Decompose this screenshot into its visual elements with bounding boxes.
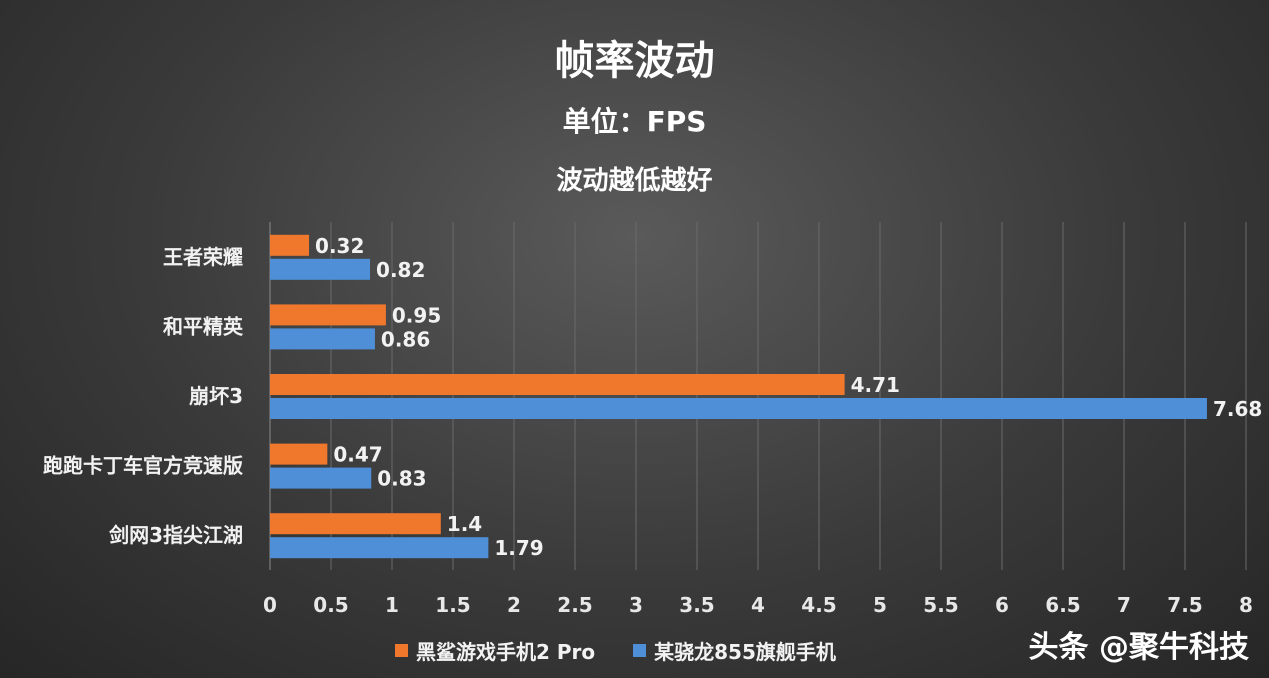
data-label: 0.82 bbox=[376, 258, 425, 282]
category-label: 和平精英 bbox=[163, 314, 244, 338]
legend-item-series-2: 某骁龙855旗舰手机 bbox=[633, 636, 836, 665]
x-tick-label: 3 bbox=[629, 593, 643, 617]
chart-note: 波动越低越好 bbox=[556, 166, 713, 196]
bar bbox=[270, 304, 386, 326]
data-label: 0.83 bbox=[377, 467, 426, 491]
data-label: 4.71 bbox=[851, 373, 900, 397]
x-tick-label: 2.5 bbox=[557, 593, 592, 617]
bar bbox=[270, 467, 372, 489]
legend-swatch-series-1 bbox=[395, 644, 408, 657]
x-tick-label: 8 bbox=[1239, 593, 1253, 617]
x-tick-label: 1 bbox=[385, 593, 399, 617]
bar bbox=[270, 258, 371, 280]
x-tick-label: 7.5 bbox=[1167, 593, 1202, 617]
bar bbox=[270, 234, 310, 256]
x-tick-label: 0 bbox=[263, 593, 277, 617]
bar bbox=[270, 374, 845, 395]
x-tick-label: 5.5 bbox=[923, 593, 958, 617]
category-label: 跑跑卡丁车官方竞速版 bbox=[43, 454, 243, 478]
chart-subtitle: 单位：FPS bbox=[562, 105, 707, 138]
x-tick-label: 6 bbox=[995, 593, 1009, 617]
legend-label-series-2: 某骁龙855旗舰手机 bbox=[654, 640, 836, 664]
legend-label-series-1: 黑鲨游戏手机2 Pro bbox=[416, 640, 596, 664]
category-label: 剑网3指尖江湖 bbox=[108, 523, 243, 547]
x-tick-label: 5 bbox=[873, 593, 887, 617]
data-label: 0.32 bbox=[315, 234, 364, 258]
bar bbox=[270, 328, 375, 350]
legend: 黑鲨游戏手机2 Pro 某骁龙855旗舰手机 bbox=[395, 636, 836, 665]
bar bbox=[270, 537, 489, 559]
category-label: 王者荣耀 bbox=[163, 245, 243, 269]
chart-title: 帧率波动 bbox=[554, 38, 715, 84]
x-tick-label: 3.5 bbox=[679, 593, 714, 617]
x-tick-label: 2 bbox=[507, 593, 521, 617]
bar bbox=[270, 513, 441, 535]
x-tick-label: 4 bbox=[751, 593, 765, 617]
x-tick-label: 4.5 bbox=[801, 593, 836, 617]
watermark: 头条 @聚牛科技 bbox=[1028, 630, 1249, 665]
x-tick-label: 1.5 bbox=[435, 593, 470, 617]
data-label: 0.86 bbox=[381, 327, 430, 351]
bar bbox=[270, 443, 328, 465]
bar bbox=[270, 398, 1207, 419]
x-tick-label: 7 bbox=[1117, 593, 1131, 617]
legend-item-series-1: 黑鲨游戏手机2 Pro bbox=[395, 636, 595, 665]
data-label: 1.79 bbox=[494, 536, 543, 560]
x-tick-label: 6.5 bbox=[1045, 593, 1080, 617]
data-label: 0.47 bbox=[333, 443, 382, 467]
data-label: 1.4 bbox=[447, 512, 482, 536]
data-label: 7.68 bbox=[1213, 397, 1262, 421]
data-label: 0.95 bbox=[392, 303, 441, 327]
legend-swatch-series-2 bbox=[633, 644, 647, 657]
category-label: 崩坏3 bbox=[189, 384, 243, 408]
x-tick-label: 0.5 bbox=[313, 593, 348, 617]
